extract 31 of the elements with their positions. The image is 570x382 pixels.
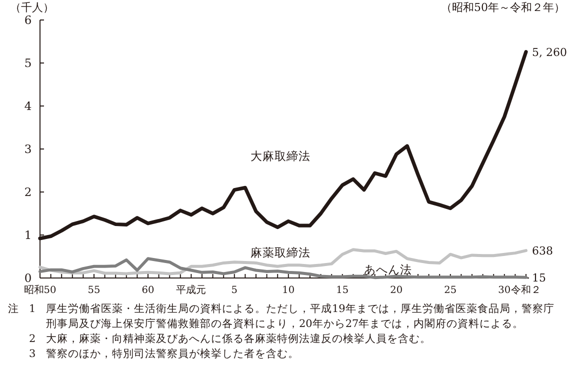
y-tick-label: 5 bbox=[24, 56, 32, 70]
x-tick-label: 令和２ bbox=[511, 284, 541, 296]
x-tick-label: 5 bbox=[231, 285, 238, 296]
y-tick-label: 0 bbox=[24, 271, 32, 285]
y-tick-label: 3 bbox=[24, 142, 32, 156]
x-tick-label: 25 bbox=[444, 285, 457, 296]
text: 2 大麻，麻薬・向精神薬及びあへんに係る各麻薬特例法違反の検挙人員を含む。 bbox=[29, 332, 431, 345]
y-axis-title: （千人） bbox=[10, 1, 54, 14]
x-tick-label: 30 bbox=[498, 285, 511, 296]
line-series bbox=[38, 248, 528, 276]
x-tick-label: 15 bbox=[336, 285, 349, 296]
text: 大麻取締法 bbox=[250, 148, 311, 163]
x-tick-label: 60 bbox=[142, 285, 154, 296]
x-tick-label: 平成元 bbox=[176, 284, 206, 296]
x-tick-label: 10 bbox=[282, 285, 295, 296]
y-tick-label: 4 bbox=[24, 99, 32, 113]
annotation: 5, 260 bbox=[532, 46, 567, 59]
x-tick-label: 20 bbox=[390, 285, 403, 296]
series-label: あへん法 bbox=[364, 262, 412, 277]
annotation: 15 bbox=[532, 271, 546, 284]
annotation: 638 bbox=[532, 244, 553, 258]
text: 3 警察のほか，特別司法警察員が検挙した者を含む。 bbox=[29, 347, 299, 360]
y-tick-label: 2 bbox=[24, 185, 32, 199]
text: 1 厚生労働省医薬・生活衛生局の資料による。ただし，平成19年までは，厚生労働省医薬食品局，警察庁刑事局及び海上保安庁警備救難部の各資料により，20年から27年までは，内閣府の資料による。 bbox=[29, 302, 554, 330]
x-tick-label: 55 bbox=[88, 285, 100, 296]
y-tick-label: 1 bbox=[24, 228, 32, 242]
series-label: 麻薬取締法 bbox=[250, 246, 311, 260]
y-tick-label: 6 bbox=[24, 13, 32, 27]
x-tick-label: 昭和50 bbox=[24, 284, 56, 296]
text: 注 bbox=[8, 302, 19, 315]
chart-subtitle: （昭和50年～令和２年） bbox=[441, 1, 565, 14]
